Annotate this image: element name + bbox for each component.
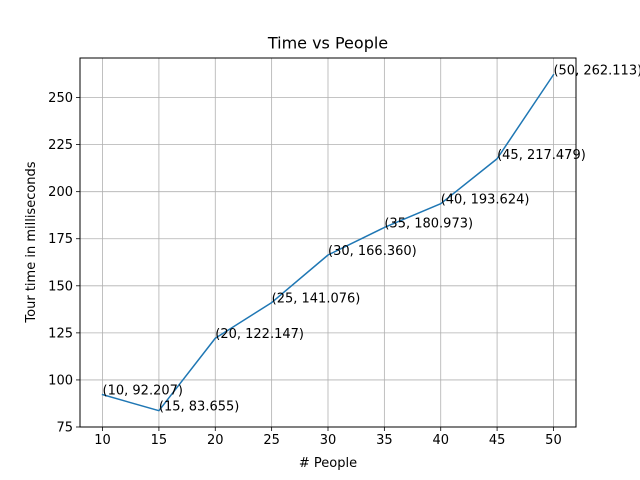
y-tick-label: 200 [48,185,73,200]
x-tick-label: 25 [263,433,280,448]
data-point-label: (10, 92.207) [103,384,183,399]
data-labels: (10, 92.207)(15, 83.655) (20, 122.147) (25… [103,64,640,415]
y-tick-label: 150 [48,279,73,294]
y-tick-label: 225 [48,138,73,153]
data-point-label: (45, 217.479) [497,148,586,163]
x-tick-label: 40 [432,433,449,448]
y-tick-label: 125 [48,326,73,341]
series-layer [101,73,555,412]
y-tick-label: 75 [56,421,73,436]
data-point-label: (50, 262.113) [553,64,640,79]
series-line [101,73,555,412]
x-axis-label: # People [299,456,357,471]
x-tick-label: 35 [376,433,393,448]
data-point-label: (25, 141.076) [272,292,361,307]
data-point-label: (20, 122.147) [215,327,304,342]
y-tick-label: 100 [48,373,73,388]
data-point-label: (40, 193.624) [441,193,530,208]
x-tick-label: 15 [151,433,168,448]
x-tick-label: 50 [545,433,562,448]
x-tick-label: 20 [207,433,224,448]
x-tick-label: 45 [489,433,506,448]
y-tick-label: 175 [48,232,73,247]
ticks: 10 15 20 25 30 35 40 45 50 75 100 125 150 175 200 225 25… [48,91,562,448]
chart-title: Time vs People [267,34,388,53]
y-tick-label: 250 [48,91,73,106]
data-point-label: (35, 180.973) [384,216,473,231]
x-tick-label: 30 [320,433,337,448]
data-point-label: (15, 83.655) [159,400,239,415]
y-axis-label: Tour time in milliseconds [24,161,39,323]
x-tick-label: 10 [94,433,111,448]
grid [80,58,576,428]
data-point-label: (30, 166.360) [328,244,417,259]
